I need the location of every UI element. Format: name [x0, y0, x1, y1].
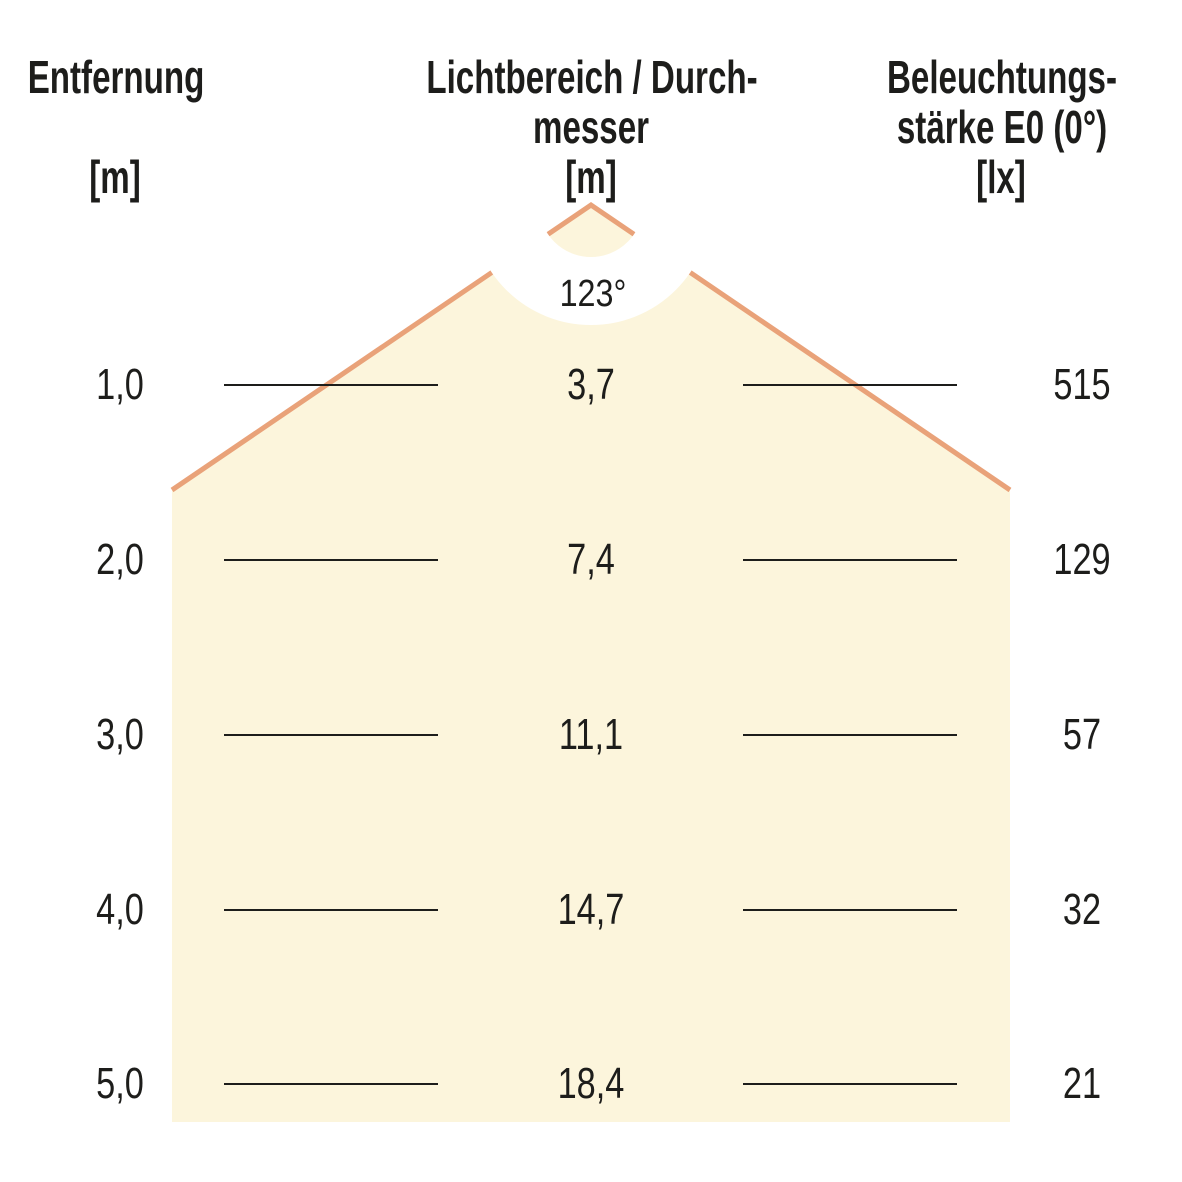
row-diameter-value: 11,1: [558, 710, 624, 759]
row-diameter-value: 18,4: [557, 1059, 625, 1108]
row-illuminance-value: 515: [1053, 360, 1111, 409]
row-illuminance-value: 129: [1053, 535, 1111, 584]
row-diameter-value: 3,7: [567, 360, 615, 409]
row-distance-value: 1,0: [96, 360, 144, 409]
header-distance-unit: [m]: [89, 151, 141, 203]
beam-edge-lines: [170, 201, 1012, 493]
header-diameter-title: Lichtbereich / Durch-: [426, 51, 758, 103]
header-distance-title: Entfernung: [27, 51, 205, 103]
row-diameter-value: 14,7: [557, 885, 625, 934]
beam-angle-arc-band: [471, 85, 711, 325]
row-illuminance-value: 57: [1062, 710, 1102, 759]
row-distance-value: 5,0: [96, 1059, 144, 1108]
cone-shape: [172, 205, 1010, 1122]
header-illuminance-unit: [lx]: [976, 151, 1026, 203]
row-distance-value: 3,0: [96, 710, 144, 759]
header-illuminance-title2: stärke E0 (0°): [896, 101, 1108, 153]
row-distance-value: 2,0: [96, 535, 144, 584]
row-distance-value: 4,0: [96, 885, 144, 934]
header-diameter-title2: messer: [532, 101, 650, 153]
row-diameter-value: 7,4: [567, 535, 615, 584]
row-illuminance-value: 32: [1062, 885, 1102, 934]
header-diameter-unit: [m]: [565, 151, 617, 203]
row-illuminance-value: 21: [1062, 1059, 1102, 1108]
beam-angle-label: 123°: [559, 273, 627, 315]
header-illuminance-title: Beleuchtungs-: [886, 51, 1118, 103]
